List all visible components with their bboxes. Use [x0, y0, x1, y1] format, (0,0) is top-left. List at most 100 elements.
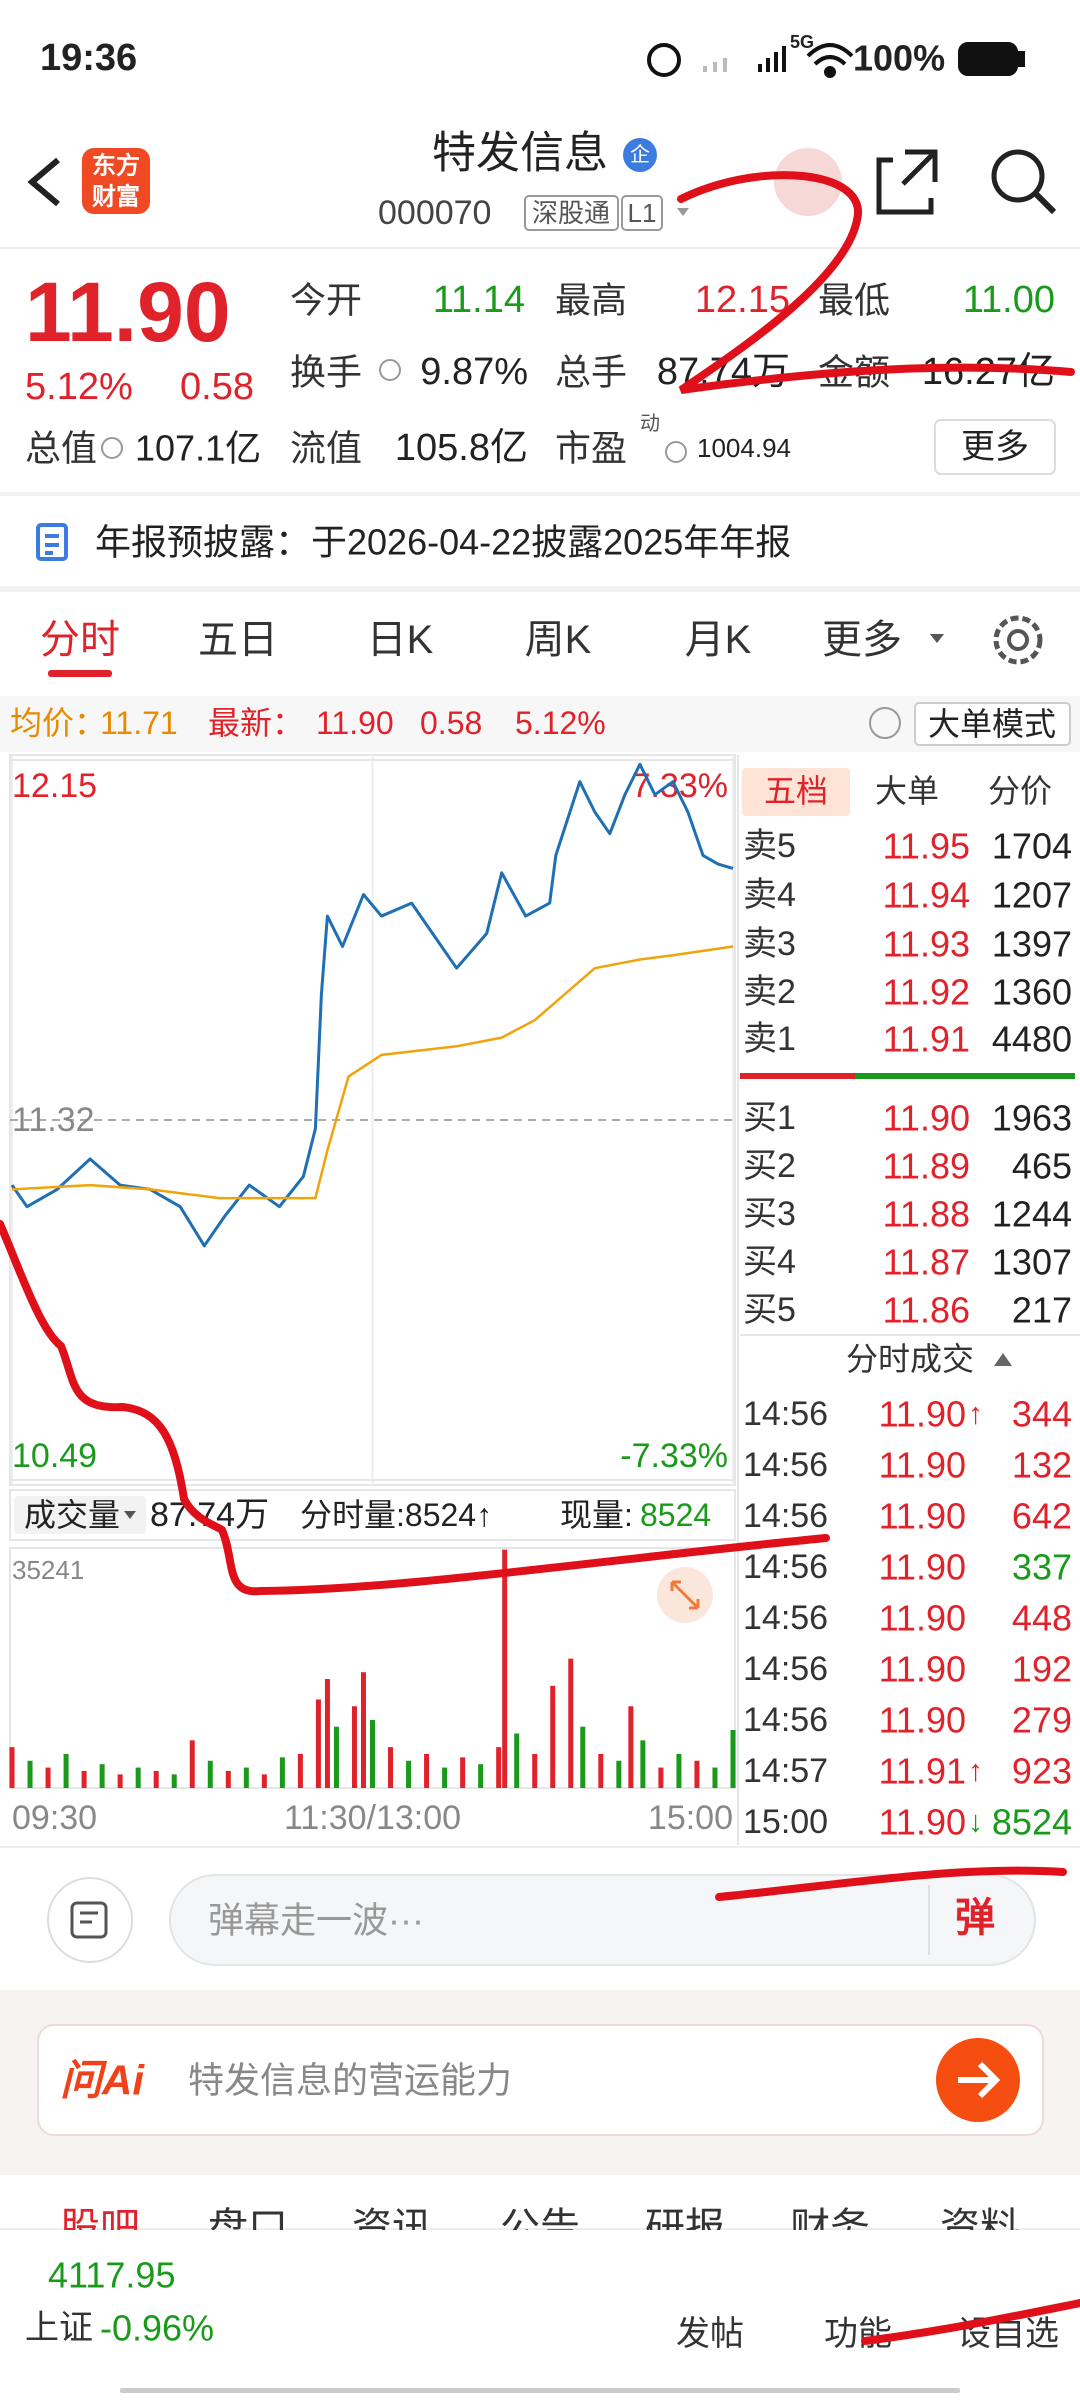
y2-tick-label: 7.33% — [632, 767, 728, 805]
volume-bar — [225, 1770, 231, 1788]
volume-bar — [514, 1733, 520, 1788]
book-volume: 1360 — [992, 972, 1072, 1013]
volume-bar — [99, 1764, 105, 1788]
index-value: 4117.95 — [48, 2255, 175, 2296]
volume-bar — [712, 1767, 718, 1788]
volume-label[interactable]: 成交量 — [24, 1497, 120, 1533]
battery: 100% — [853, 38, 945, 79]
divider — [740, 1334, 1080, 1336]
status-icons — [647, 42, 1025, 78]
book-tab[interactable]: 大单 — [875, 773, 939, 809]
book-tab[interactable]: 分价 — [988, 773, 1052, 809]
footer-action[interactable]: 发帖 — [676, 2315, 744, 2353]
avg-label: 均价： — [10, 705, 106, 741]
volume-bar — [360, 1672, 366, 1788]
tab-indicator — [48, 670, 112, 677]
divider — [0, 247, 1080, 249]
volume-bar — [550, 1685, 556, 1788]
trade-time: 15:00 — [743, 1803, 828, 1841]
tab-caret — [930, 634, 944, 643]
search-button[interactable] — [991, 149, 1057, 215]
settings-button[interactable] — [993, 615, 1043, 665]
volume-bar — [478, 1764, 484, 1788]
share-button[interactable] — [876, 149, 938, 215]
divider — [0, 492, 1080, 496]
volume-bar — [243, 1767, 249, 1788]
change: 0.58 — [180, 366, 254, 408]
book-price: 11.90 — [883, 1098, 970, 1139]
more-label[interactable]: 更多 — [961, 428, 1029, 466]
help-icon[interactable] — [869, 707, 901, 739]
badge-bg — [623, 138, 657, 172]
tab[interactable]: 日K — [367, 618, 434, 662]
trade-price: 11.90 — [879, 1802, 966, 1843]
trade-button-label[interactable]: 开户交易 — [375, 2275, 519, 2316]
latest-change: 0.58 — [420, 705, 482, 741]
ai-send[interactable] — [936, 2038, 1020, 2122]
trade-volume: 132 — [1012, 1445, 1072, 1486]
trade-price: 11.90 — [879, 1598, 966, 1639]
volume-bar — [171, 1774, 177, 1788]
volume-bar — [676, 1753, 682, 1788]
trade-time: 14:56 — [743, 1446, 828, 1484]
more-button[interactable] — [934, 419, 1056, 475]
volume-bar — [406, 1760, 412, 1788]
danmaku-placeholder[interactable]: 弹幕走一波··· — [208, 1900, 424, 1941]
ai-box[interactable] — [37, 2024, 1044, 2136]
danmaku-button[interactable]: 弹 — [955, 1896, 995, 1940]
tab[interactable]: 更多 — [822, 618, 902, 662]
book-volume: 1963 — [992, 1098, 1072, 1139]
book-level: 买3 — [743, 1195, 796, 1233]
index-name: 上证 — [25, 2309, 93, 2347]
caret — [677, 208, 689, 216]
avg-value: 11.71 — [100, 705, 178, 741]
ai-brand: 问Ai — [60, 2057, 145, 2104]
volume-bar — [640, 1740, 646, 1788]
back-button[interactable] — [27, 157, 60, 207]
price-line — [10, 762, 734, 1248]
stat-label: 市盈 — [555, 428, 627, 469]
stat-label: 最低 — [818, 280, 890, 321]
trade-price: 11.90 — [879, 1547, 966, 1588]
volume-bar — [63, 1753, 69, 1788]
mode-button[interactable] — [914, 702, 1071, 746]
tab[interactable]: 分时 — [40, 618, 120, 662]
footer-action[interactable]: 功能 — [824, 2315, 892, 2353]
danmaku-input[interactable] — [169, 1874, 1036, 1966]
mode-label[interactable]: 大单模式 — [928, 706, 1056, 742]
trade-price: 11.91 — [879, 1751, 966, 1792]
book-price: 11.93 — [883, 924, 970, 965]
volume-bar — [598, 1753, 604, 1788]
trade-arrow: ↓ — [968, 1806, 983, 1839]
trade-price: 11.90 — [879, 1649, 966, 1690]
avatar[interactable] — [774, 148, 842, 216]
book-level: 卖5 — [743, 827, 796, 865]
ai-prompt[interactable]: 特发信息的营运能力 — [188, 2060, 512, 2101]
avg-line — [11, 945, 734, 1200]
tag-box — [621, 195, 663, 231]
latest-label: 最新： — [208, 705, 304, 741]
stat-value: 107.1亿 — [135, 428, 261, 469]
ask-bid-bar — [740, 1073, 855, 1079]
y-tick-label: 10.49 — [12, 1437, 97, 1475]
divider — [0, 2228, 1080, 2230]
danmaku-settings[interactable] — [47, 1877, 133, 1963]
volume-bar — [81, 1770, 87, 1788]
volume-bar — [694, 1760, 700, 1788]
volume-bar — [460, 1757, 466, 1788]
book-tab[interactable]: 五档 — [764, 773, 828, 809]
volume-selector[interactable] — [14, 1496, 146, 1534]
notice[interactable]: 年报预披露：于2026-04-22披露2025年年报 — [95, 522, 791, 563]
book-price: 11.89 — [883, 1146, 970, 1187]
stat-label: 总手 — [555, 352, 627, 393]
y2-tick-label: -7.33% — [620, 1437, 728, 1475]
trade-volume: 192 — [1012, 1649, 1072, 1690]
trade-arrow: ↑ — [968, 1755, 983, 1788]
book-volume: 1307 — [992, 1242, 1072, 1283]
tab[interactable]: 月K — [685, 618, 752, 662]
expand-button[interactable] — [657, 1567, 713, 1623]
tab[interactable]: 五日 — [198, 618, 278, 662]
tab[interactable]: 周K — [525, 618, 592, 662]
volume-bar — [207, 1760, 213, 1788]
stat-value: 11.00 — [963, 279, 1055, 321]
